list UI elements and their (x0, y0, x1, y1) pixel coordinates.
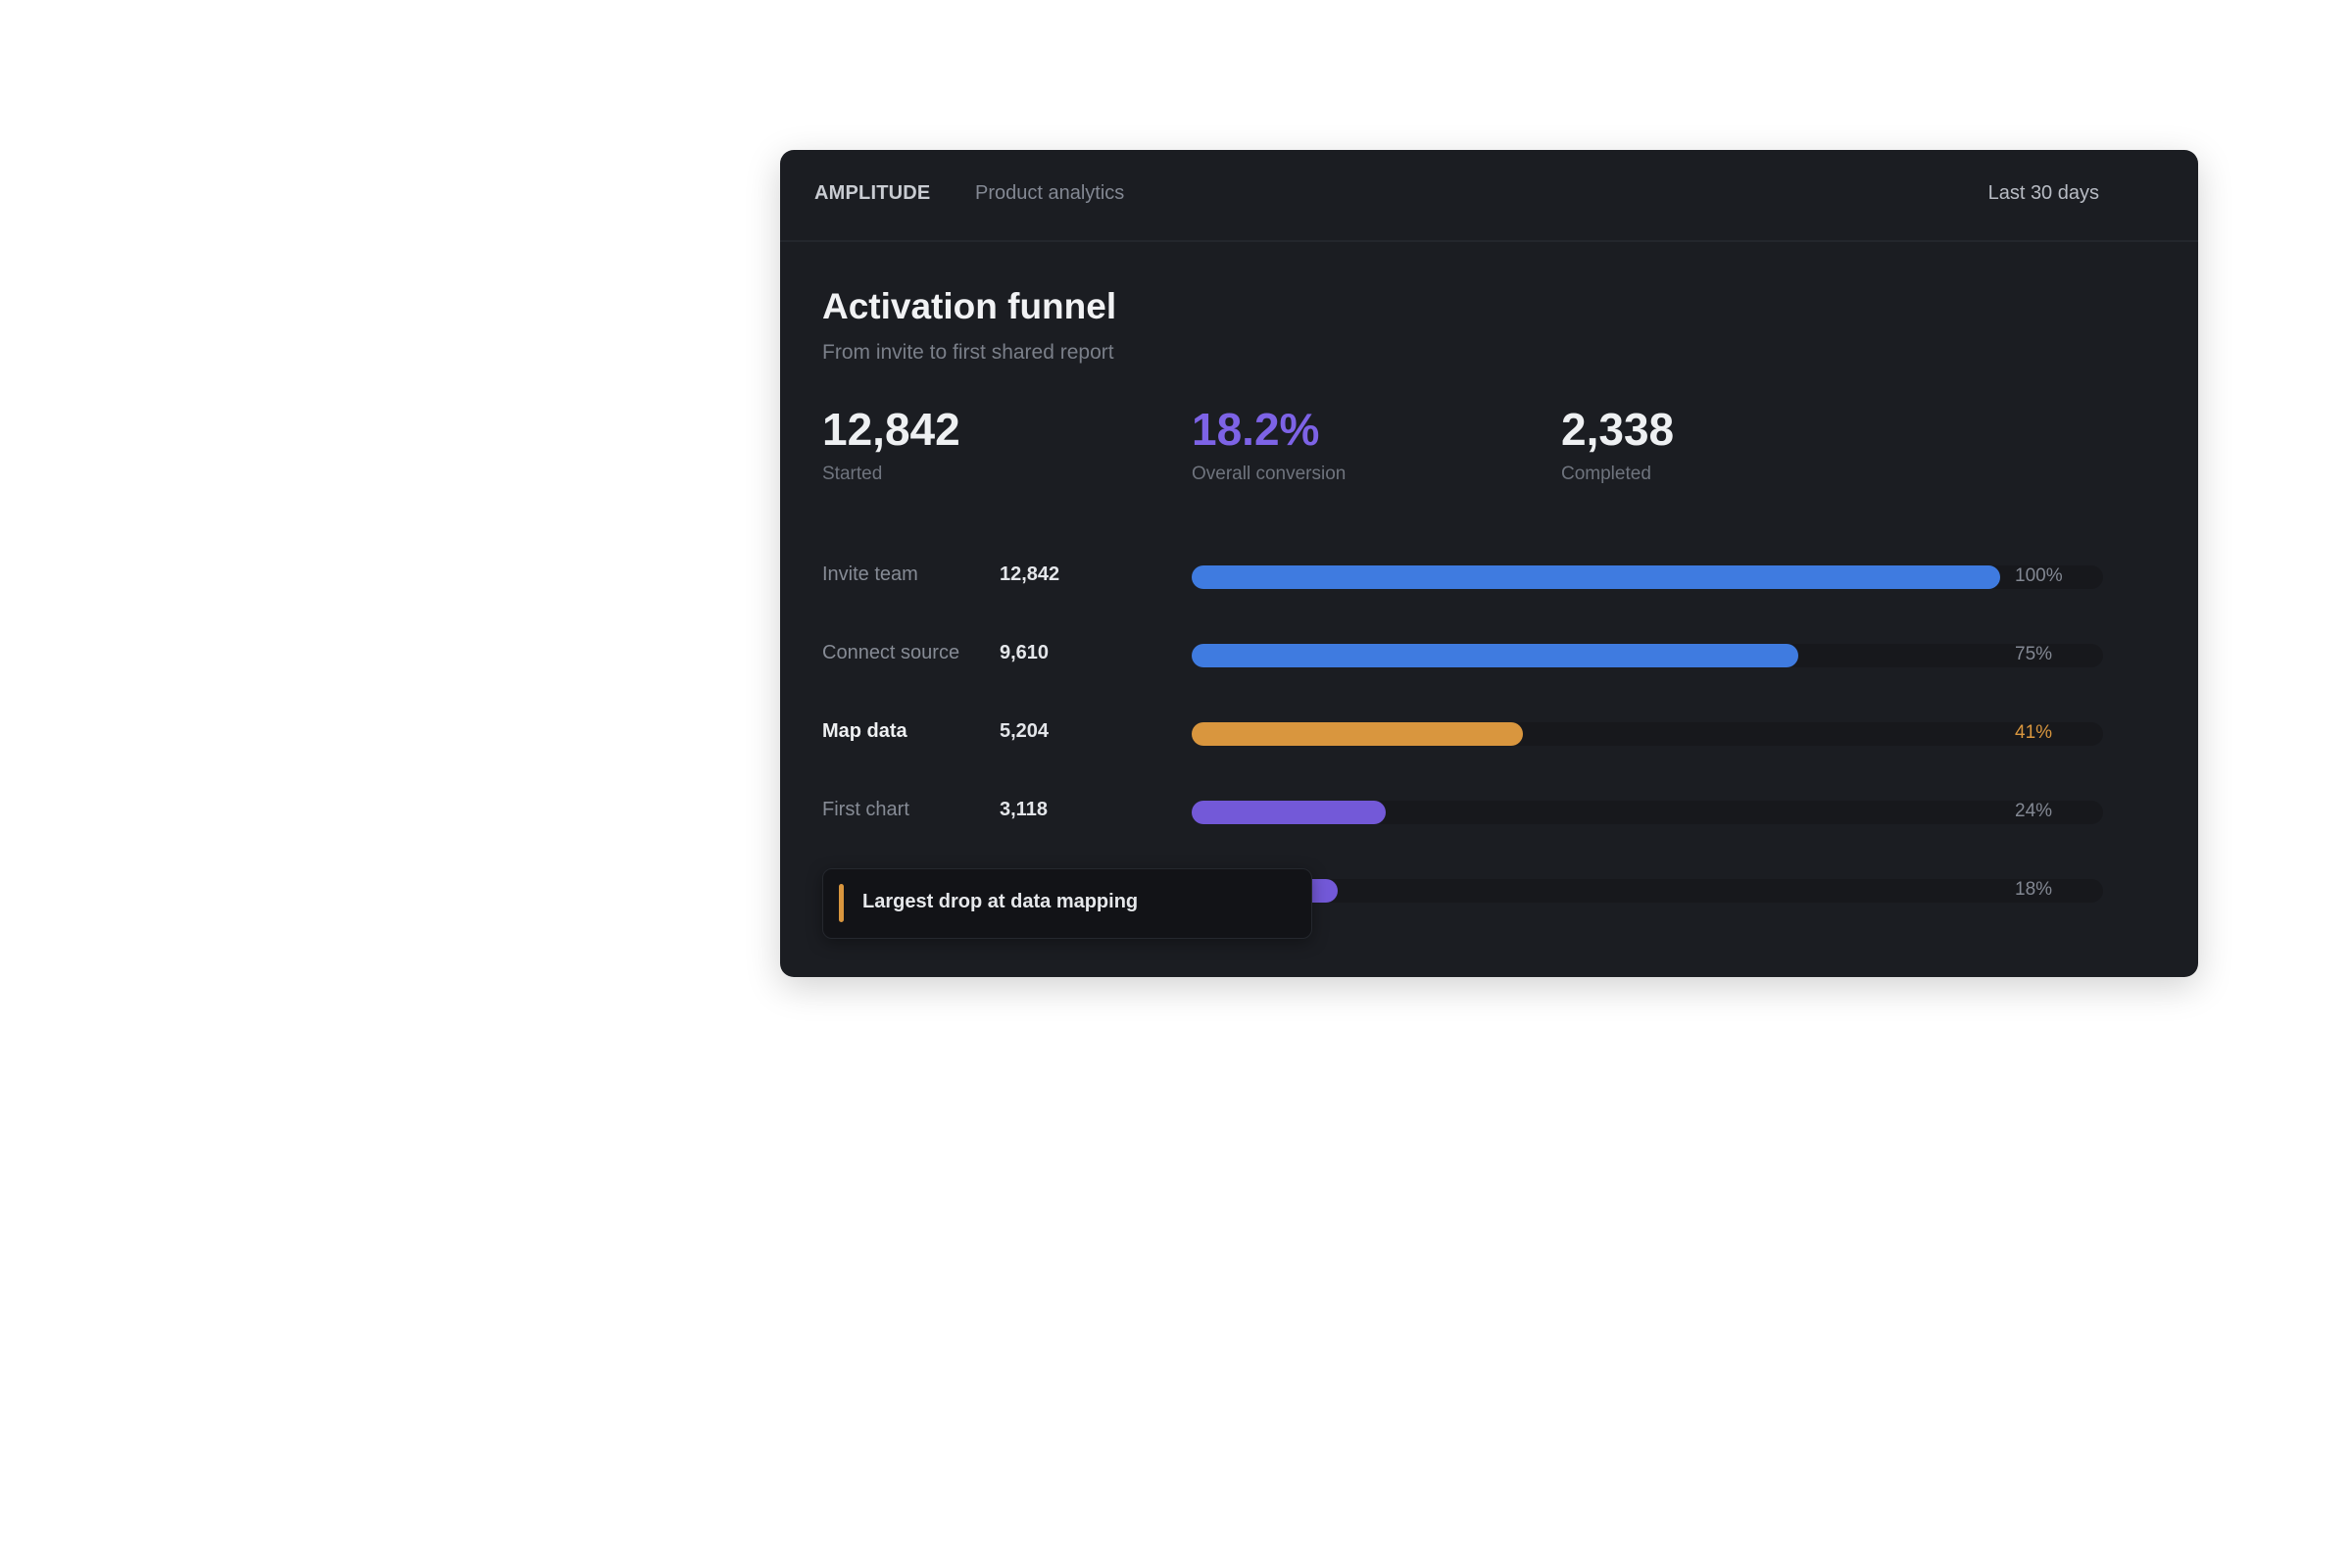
callout-text: Largest drop at data mapping (862, 891, 1139, 912)
funnel-panel: AMPLITUDE Product analytics Last 30 days… (780, 150, 2198, 977)
stat-started-label: Started (822, 464, 883, 484)
stat-started-value: 12,842 (822, 404, 960, 455)
step-percent: 41% (2015, 722, 2053, 743)
bar-fill (1192, 722, 1523, 746)
funnel-row-first-chart[interactable]: First chart 3,118 24% (780, 791, 2198, 830)
funnel-row-invite-team[interactable]: Invite team 12,842 100% (780, 556, 2198, 595)
bar-fill (1192, 644, 1798, 667)
step-name: Connect source (822, 642, 960, 663)
stat-completed-value: 2,338 (1561, 404, 1675, 455)
stat-conversion: 18.2% Overall conversion (1192, 407, 1346, 485)
step-count: 9,610 (1000, 642, 1050, 663)
bar-track (1192, 565, 2103, 589)
step-percent: 18% (2015, 879, 2053, 900)
step-percent: 100% (2015, 565, 2063, 586)
funnel-row-map-data[interactable]: Map data 5,204 41% (780, 712, 2198, 752)
section-label: Product analytics (975, 182, 1125, 204)
page-title: Activation funnel (822, 286, 1117, 326)
page-subtitle: From invite to first shared report (822, 341, 1114, 364)
stat-started: 12,842 Started (822, 407, 960, 485)
funnel-row-connect-source[interactable]: Connect source 9,610 75% (780, 634, 2198, 673)
bar-track (1192, 801, 2103, 824)
step-name: First chart (822, 799, 909, 820)
stat-completed: 2,338 Completed (1561, 407, 1674, 485)
step-percent: 75% (2015, 644, 2053, 664)
step-name: Map data (822, 720, 907, 742)
stat-conversion-label: Overall conversion (1192, 464, 1347, 484)
top-bar: AMPLITUDE Product analytics Last 30 days (780, 150, 2198, 242)
step-percent: 24% (2015, 801, 2053, 821)
brand-logo: AMPLITUDE (814, 182, 931, 204)
bar-track (1192, 879, 2103, 903)
step-name: Invite team (822, 564, 918, 585)
step-count: 12,842 (1000, 564, 1060, 585)
bar-fill (1192, 565, 2000, 589)
stat-completed-label: Completed (1561, 464, 1651, 484)
bar-track (1192, 722, 2103, 746)
bar-track (1192, 644, 2103, 667)
stat-conversion-value: 18.2% (1192, 404, 1320, 455)
insight-callout: Largest drop at data mapping (822, 868, 1312, 939)
date-range-selector[interactable]: Last 30 days (1987, 182, 2099, 204)
step-count: 5,204 (1000, 720, 1050, 742)
bar-fill (1192, 801, 1386, 824)
callout-accent-bar (839, 884, 844, 922)
step-count: 3,118 (1000, 799, 1048, 820)
